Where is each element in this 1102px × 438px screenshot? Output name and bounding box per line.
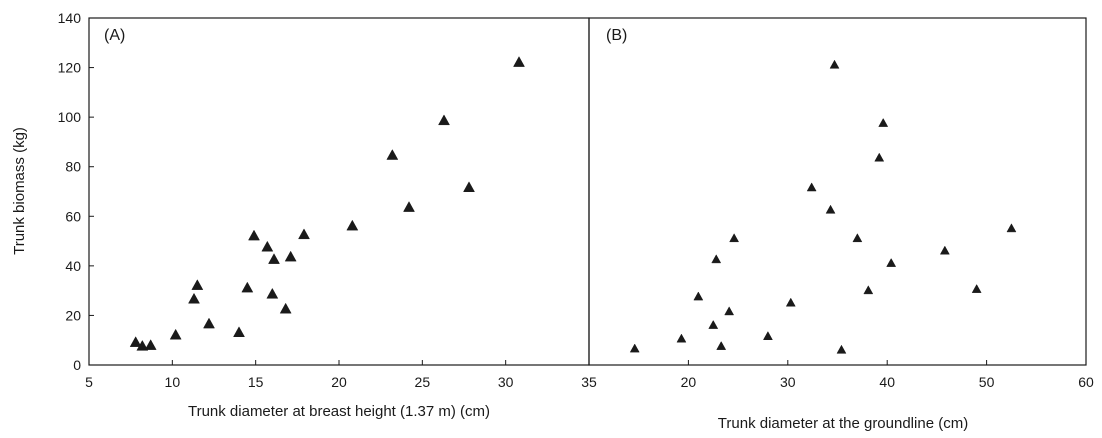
panel-b-x-axis-title: Trunk diameter at the groundline (cm) (718, 415, 968, 432)
panel-b-data-point (711, 254, 722, 264)
panel-a-data-point (241, 281, 254, 293)
panel-b-data-point (629, 343, 640, 353)
panel-a-x-tick-label: 35 (581, 374, 597, 390)
panel-a-data-point (248, 229, 260, 241)
panel-b-label: (B) (606, 27, 627, 44)
panel-a-x-tick-label: 30 (498, 374, 514, 390)
y-tick-label: 40 (65, 258, 81, 274)
panel-b-data-point (886, 258, 897, 267)
y-tick-label: 0 (73, 357, 81, 373)
panel-a: (A) Trunk biomass (kg) Trunk diameter at… (11, 10, 597, 420)
panel-b-data-point (874, 152, 885, 162)
y-tick-label: 140 (58, 10, 82, 26)
panel-a-data-point (203, 317, 215, 329)
panel-a-x-tick-label: 15 (248, 374, 264, 390)
panel-b-data-point (878, 117, 889, 127)
panel-a-data-point (386, 149, 399, 160)
panel-b-x-tick-label: 40 (879, 374, 895, 390)
panel-a-data-point (346, 219, 359, 231)
panel-b-x-tick-label: 30 (780, 374, 796, 390)
panel-b-data-point (785, 297, 796, 307)
panel-b-data-point (716, 341, 727, 350)
panel-b-data-point (836, 344, 847, 354)
panel-a-x-tick-label: 20 (331, 374, 347, 390)
panel-b-x-tick-label: 60 (1078, 374, 1094, 390)
panel-b-data-point (762, 331, 773, 340)
panel-b-x-tick-label: 50 (979, 374, 995, 390)
panel-b-data-point (852, 233, 863, 243)
panel-b-data-point (724, 306, 735, 316)
panel-a-data-point (261, 240, 274, 252)
panel-a-x-tick-label: 25 (415, 374, 431, 390)
panel-a-data-point (268, 253, 280, 264)
panel-b-data-point (729, 233, 740, 243)
panel-a-data-point (403, 201, 415, 212)
panel-b-frame (588, 17, 1087, 366)
panel-a-label: (A) (104, 27, 125, 44)
panel-a-data-point (284, 250, 297, 262)
panel-b-x-tick-label: 20 (681, 374, 697, 390)
panel-a-data-point (129, 336, 142, 347)
y-tick-label: 80 (65, 159, 81, 175)
panel-a-x-axis-title: Trunk diameter at breast height (1.37 m)… (188, 403, 490, 420)
panel-a-data-point (136, 339, 149, 351)
panel-b-data-point (829, 59, 840, 69)
panel-a-data-point (513, 56, 525, 67)
panel-b-data-point (708, 319, 719, 329)
panel-b: (B) Trunk diameter at the groundline (cm… (588, 17, 1094, 432)
y-tick-label: 100 (58, 109, 82, 125)
panel-b-data-point (863, 285, 874, 295)
panel-b-data-point (693, 291, 704, 301)
panel-b-data-point (676, 333, 687, 343)
panel-b-data-point (1006, 223, 1017, 233)
panel-a-frame (88, 17, 590, 366)
panel-a-data-point (233, 326, 245, 337)
panel-b-data-point (825, 204, 836, 214)
panel-b-data-point (806, 182, 817, 192)
panel-a-data-point (169, 328, 182, 340)
y-tick-label: 120 (58, 60, 82, 76)
panel-b-data-point (971, 284, 982, 293)
panel-a-data-point (266, 287, 279, 299)
panel-b-data-point (939, 245, 950, 255)
panel-a-data-point (438, 114, 450, 126)
panel-a-x-tick-label: 5 (85, 374, 93, 390)
y-tick-label: 60 (65, 208, 81, 224)
panel-a-data-point (188, 292, 200, 304)
y-tick-label: 20 (65, 307, 81, 323)
panel-a-data-point (144, 339, 157, 350)
y-axis-title: Trunk biomass (kg) (11, 127, 28, 255)
panel-a-data-point (298, 228, 310, 240)
panel-a-x-tick-label: 10 (165, 374, 181, 390)
panel-a-data-point (463, 181, 475, 192)
panel-a-data-point (191, 279, 204, 290)
panel-a-data-point (279, 302, 292, 314)
